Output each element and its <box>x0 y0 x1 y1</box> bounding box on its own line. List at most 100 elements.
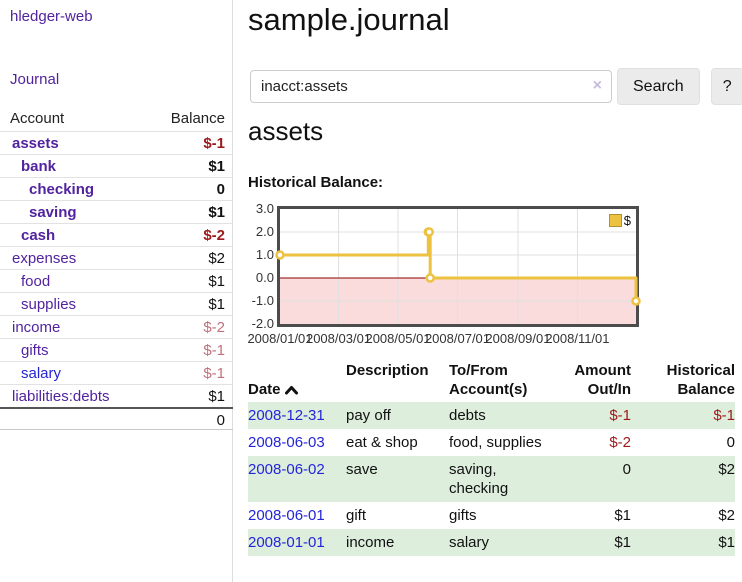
account-balance: $-1 <box>203 341 225 359</box>
transaction-description: gift <box>346 507 367 524</box>
accounts-total: 0 <box>0 407 233 430</box>
account-title: assets <box>248 116 324 146</box>
transaction-accounts: debts <box>449 407 486 424</box>
transaction-balance: $2 <box>718 507 735 524</box>
x-axis-tick-label: 2008/09/01 <box>485 331 551 346</box>
account-row: income $-2 <box>0 315 233 338</box>
page-title: sample.journal <box>248 2 450 37</box>
accounts-header-account: Account <box>10 110 65 127</box>
column-header-accounts: To/From Account(s) <box>449 362 528 398</box>
account-link[interactable]: food <box>21 272 51 290</box>
y-axis-tick-label: -1.0 <box>251 293 274 308</box>
sort-ascending-icon <box>284 386 298 395</box>
legend-swatch-icon <box>608 214 622 227</box>
account-link[interactable]: expenses <box>12 249 77 267</box>
help-button[interactable]: ? <box>710 68 742 105</box>
account-link[interactable]: salary <box>21 364 62 382</box>
transaction-amount: $1 <box>614 534 631 551</box>
accounts-panel: Account Balance assets $-1 bank $1 checking 0… <box>0 106 233 430</box>
account-row: expenses $2 <box>0 246 233 269</box>
search-input[interactable] <box>250 70 612 103</box>
account-balance: $1 <box>208 203 225 221</box>
transaction-accounts: saving, checking <box>449 461 509 497</box>
account-link[interactable]: supplies <box>21 295 77 313</box>
date-header-label: Date <box>248 381 281 398</box>
account-row: checking 0 <box>0 177 233 200</box>
account-row: food $1 <box>0 269 233 292</box>
transaction-row: 2008-06-02 save saving, checking 0 $2 <box>248 456 735 502</box>
account-balance: $-2 <box>203 226 225 244</box>
transaction-date-link[interactable]: 2008-06-02 <box>248 461 325 478</box>
account-row: salary $-1 <box>0 361 233 384</box>
account-link[interactable]: income <box>12 318 61 336</box>
account-link[interactable]: gifts <box>21 341 49 359</box>
y-axis-tick-label: 0.0 <box>255 270 274 285</box>
transaction-amount: $-2 <box>609 434 631 451</box>
column-header-balance: Historical Balance <box>666 362 735 398</box>
column-header-date[interactable]: Date <box>248 358 346 402</box>
transaction-balance: 0 <box>726 434 735 451</box>
transaction-date-link[interactable]: 2008-06-01 <box>248 507 325 524</box>
account-balance: $-2 <box>203 318 225 336</box>
account-row: cash $-2 <box>0 223 233 246</box>
account-row: saving $1 <box>0 200 233 223</box>
column-header-description: Description <box>346 362 429 379</box>
account-balance: $2 <box>208 249 225 267</box>
main-content: sample.journal × Search ? assets Histori… <box>247 0 742 582</box>
chart-legend: $ <box>606 212 633 229</box>
clear-search-icon[interactable]: × <box>592 77 602 94</box>
account-row: assets $-1 <box>0 131 233 154</box>
account-link[interactable]: liabilities:debts <box>12 387 110 405</box>
account-balance: $1 <box>208 157 225 175</box>
account-row: bank $1 <box>0 154 233 177</box>
accounts-header-balance: Balance <box>170 110 225 127</box>
account-balance: 0 <box>216 180 225 198</box>
sidebar-item-journal[interactable]: Journal <box>10 71 60 88</box>
search-bar: × Search ? <box>250 68 742 105</box>
register-header-row: Date Description To/From Account(s) Amou… <box>248 358 735 402</box>
account-link[interactable]: assets <box>12 134 59 152</box>
transaction-accounts: salary <box>449 534 490 551</box>
transaction-amount: $1 <box>614 507 631 524</box>
transaction-accounts: gifts <box>449 507 477 524</box>
account-balance: $1 <box>208 295 225 313</box>
account-link[interactable]: bank <box>21 157 57 175</box>
y-axis-tick-label: 3.0 <box>255 201 274 216</box>
account-balance: $-1 <box>203 364 225 382</box>
account-link[interactable]: saving <box>29 203 77 221</box>
search-button[interactable]: Search <box>617 68 700 105</box>
y-axis-tick-label: 1.0 <box>255 247 274 262</box>
transaction-balance: $2 <box>718 461 735 478</box>
chart-label: Historical Balance: <box>248 174 384 191</box>
accounts-table-header: Account Balance <box>0 106 233 131</box>
historical-balance-chart: $ 3.0 2.0 1.0 0.0 -1.0 -2.0 2008/01/01 2008/03… <box>247 201 648 347</box>
legend-series-label: $ <box>623 213 631 228</box>
transaction-description: pay off <box>346 407 391 424</box>
x-axis-tick-label: 2008/07/01 <box>424 331 491 346</box>
transaction-date-link[interactable]: 2008-12-31 <box>248 407 325 424</box>
transaction-description: save <box>346 461 378 478</box>
transaction-date-link[interactable]: 2008-01-01 <box>248 534 325 551</box>
transaction-balance: $-1 <box>713 407 735 424</box>
transaction-row: 2008-12-31 pay off debts $-1 $-1 <box>248 402 735 429</box>
account-balance: $1 <box>208 387 225 405</box>
chart-canvas <box>275 209 641 324</box>
account-balance: $1 <box>208 272 225 290</box>
transaction-row: 2008-06-01 gift gifts $1 $2 <box>248 502 735 529</box>
account-link[interactable]: cash <box>21 226 56 244</box>
account-balance: $-1 <box>203 134 225 152</box>
y-axis-tick-label: -2.0 <box>251 316 274 331</box>
account-row: supplies $1 <box>0 292 233 315</box>
y-axis-tick-label: 2.0 <box>255 224 274 239</box>
transaction-description: eat & shop <box>346 434 418 451</box>
app-title-link[interactable]: hledger-web <box>10 8 93 25</box>
x-axis-tick-label: 2008/05/01 <box>365 331 431 346</box>
chart-plot-area[interactable]: $ <box>275 206 641 327</box>
x-axis-tick-label: 2008/03/01 <box>305 331 372 346</box>
transaction-date-link[interactable]: 2008-06-03 <box>248 434 325 451</box>
transaction-balance: $1 <box>718 534 735 551</box>
x-axis-tick-label: 2008/01/01 <box>247 331 313 346</box>
transaction-row: 2008-06-03 eat & shop food, supplies $-2 0 <box>248 429 735 456</box>
account-link[interactable]: checking <box>29 180 95 198</box>
register-rows: 2008-12-31 pay off debts $-1 $-1 2008-06-03 ea… <box>248 402 735 556</box>
